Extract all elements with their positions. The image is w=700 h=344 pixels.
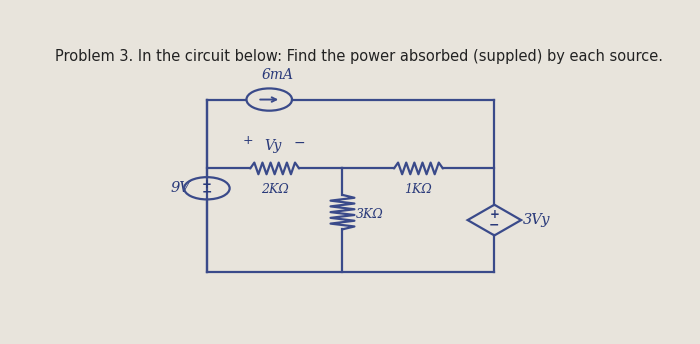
Text: −: − [202,186,212,199]
Text: +: + [202,178,212,191]
Text: 9V: 9V [171,181,190,195]
Text: 3Vy: 3Vy [523,213,550,227]
Text: 1KΩ: 1KΩ [405,183,433,196]
Text: +: + [489,208,499,221]
Text: −: − [294,136,305,150]
Text: Problem 3. In the circuit below: Find the power absorbed (suppled) by each sourc: Problem 3. In the circuit below: Find th… [55,49,663,64]
Text: 3KΩ: 3KΩ [356,208,384,221]
Text: −: − [489,218,500,232]
Text: 2KΩ: 2KΩ [261,183,288,196]
Text: Vy: Vy [264,139,281,152]
Text: 6mA: 6mA [261,68,293,82]
Text: +: + [242,134,253,147]
